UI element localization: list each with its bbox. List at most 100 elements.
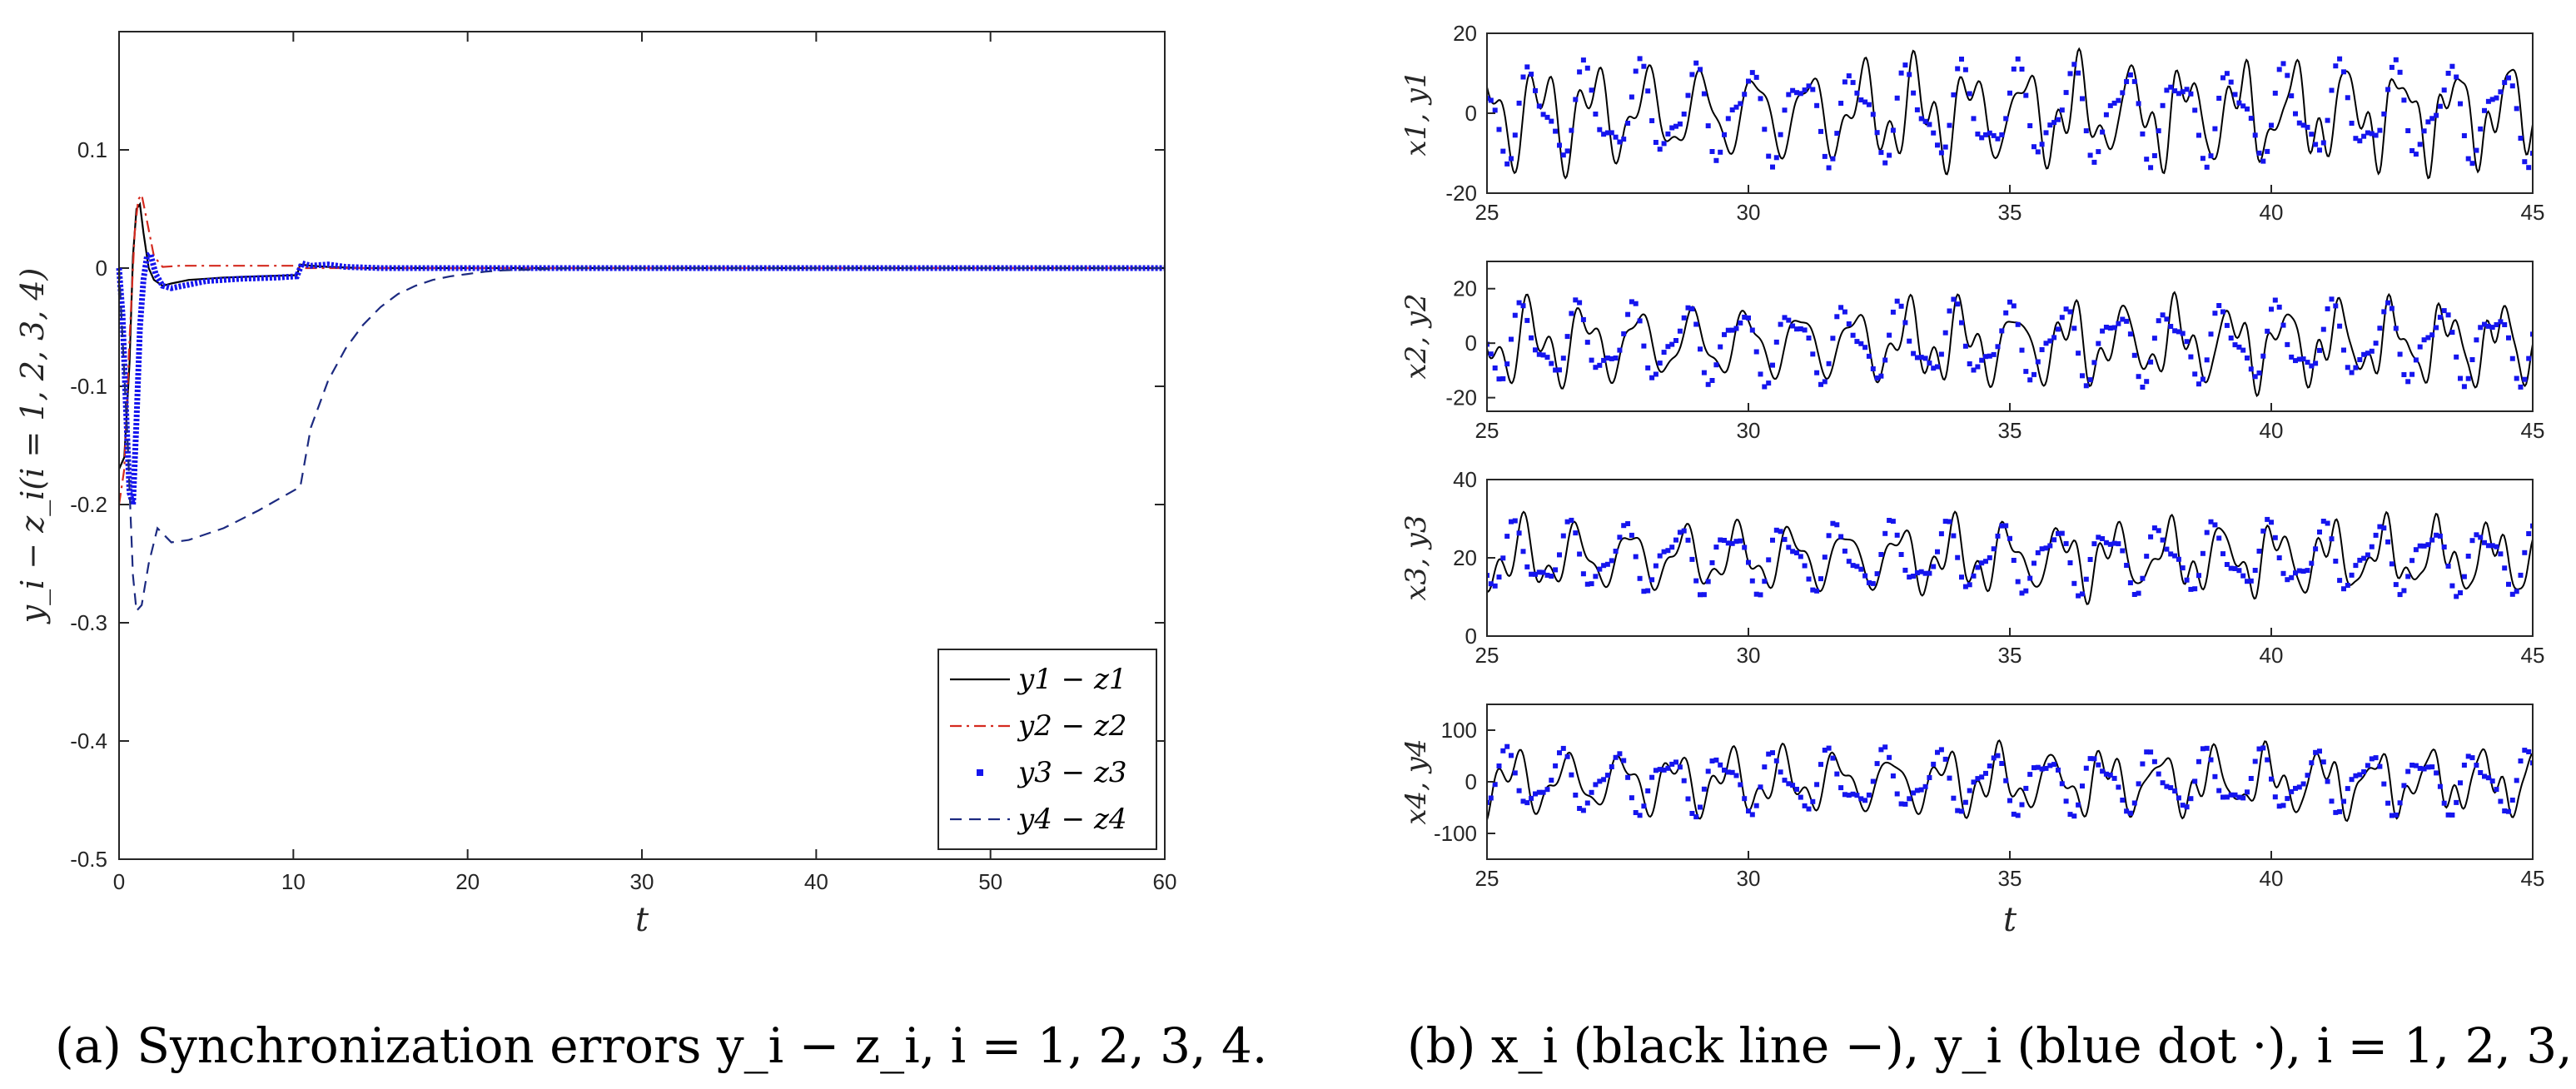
panel-b-y-dot <box>1685 305 1691 311</box>
panel-b-y-dot <box>1738 782 1743 788</box>
panel-b-y-dot <box>1947 122 1952 128</box>
panel-b-y-dot <box>1496 376 1502 382</box>
panel-b-y-dot <box>1962 67 1968 72</box>
panel-a-legend-label: y2 − z2 <box>1017 709 1127 743</box>
panel-b-y-dot <box>1645 365 1651 370</box>
panel-b-y-dot <box>1838 534 1844 540</box>
panel-b-chart: 25 30 35 40 45 -20 0 20 x1, y1 25 30 35 40 45 -20 0 20 x2… <box>1400 21 2544 891</box>
panel-b-y-dot <box>1834 131 1840 137</box>
panel-b-y-dot <box>2458 101 2463 107</box>
panel-b-y-dot <box>2337 808 2343 814</box>
panel-b-y-dot <box>1653 140 1658 145</box>
panel-b-y-dot <box>2485 98 2491 104</box>
panel-b-y-dot <box>1492 583 1498 589</box>
panel-b-y-dot <box>1560 356 1566 361</box>
panel-b-y-dot <box>1500 375 1506 381</box>
panel-a-ticks: 0 10 20 30 40 50 60 -0.5 -0.4 -0.3 -0.2 -0.1 0 0.1 <box>70 32 1176 894</box>
panel-b-y-dot <box>2309 760 2315 766</box>
panel-b-y-dot <box>2051 762 2057 768</box>
panel-b-y-dot <box>2293 785 2298 791</box>
panel-b-y-dot <box>2172 88 2178 94</box>
panel-b-y-dot <box>1629 94 1634 100</box>
panel-b-y-dot <box>2051 120 2057 126</box>
panel-b-y-dot <box>1524 800 1530 806</box>
panel-b-y-dot <box>1544 355 1550 361</box>
panel-b-y-dot <box>2208 331 2214 337</box>
panel-b-y-dot <box>1850 563 1856 569</box>
panel-b-y-dot <box>2144 379 2150 385</box>
panel-b-y-dot <box>1569 772 1574 778</box>
panel-b-y-dot <box>1951 296 1957 302</box>
panel-b-y-dot <box>2469 357 2475 362</box>
panel-b-y-dot <box>1597 566 1603 572</box>
panel-b-y-dot <box>2381 781 2387 787</box>
panel-b-y-dot <box>2526 356 2532 361</box>
panel-b-y-dot <box>1814 588 1820 594</box>
panel-b-y-dot <box>1898 552 1904 557</box>
panel-b-y-dot <box>1661 350 1667 356</box>
panel-b-y-dot <box>1677 328 1683 334</box>
panel-b-ylabel: x2, y2 <box>1400 293 1433 379</box>
panel-b-subplot: 25 30 35 40 45 -20 0 20 x1, y1 <box>1400 21 2544 225</box>
panel-b-y-dot <box>2076 593 2081 599</box>
panel-b-y-dot <box>1773 155 1779 161</box>
panel-b-y-dot <box>1975 364 1981 370</box>
panel-b-y-dot <box>1705 768 1711 774</box>
panel-b-y-dot <box>1818 576 1823 582</box>
panel-b-y-dot <box>2019 67 2025 72</box>
panel-b-y-dot <box>1770 164 1775 170</box>
panel-b-y-dot <box>2232 792 2238 798</box>
panel-b-y-dot <box>2252 758 2258 764</box>
panel-b-y-dot <box>2039 766 2045 772</box>
panel-b-y-dot <box>2518 136 2524 141</box>
panel-b-axes-box <box>1486 261 2534 412</box>
panel-b-xtick-label: 25 <box>1475 866 1499 891</box>
panel-b-y-dot <box>1496 127 1502 132</box>
panel-b-y-dot <box>2051 537 2057 543</box>
panel-b-y-dot <box>2413 152 2419 157</box>
panel-b-y-dot <box>2256 746 2262 752</box>
panel-b-y-dot <box>2522 159 2528 165</box>
panel-b-y-dot <box>1894 532 1900 538</box>
panel-b-y-dot <box>2019 347 2025 353</box>
panel-b-y-dot <box>2087 557 2093 562</box>
panel-b-y-dot <box>1878 552 1884 557</box>
panel-b-y-dot <box>2317 347 2322 353</box>
panel-b-y-dot <box>1962 799 1968 805</box>
panel-b-y-dot <box>1854 90 1860 96</box>
panel-b-y-dot <box>2485 543 2491 549</box>
panel-b-y-dot <box>1850 791 1856 797</box>
panel-b-y-dot <box>1947 308 1952 314</box>
panel-b-y-dot <box>2204 164 2210 170</box>
panel-b-y-dot <box>2096 149 2101 155</box>
panel-b-y-dot <box>1830 755 1836 761</box>
panel-b-y-dot <box>2280 570 2286 576</box>
panel-b-y-dot <box>1593 782 1599 788</box>
panel-b-y-dot <box>1935 749 1940 755</box>
panel-b-y-dot <box>1979 774 1985 780</box>
panel-b-y-dot <box>2096 341 2101 346</box>
panel-b-y-dot <box>2509 356 2515 361</box>
panel-b-y-dot <box>1753 803 1759 808</box>
panel-b-y-dot <box>1637 813 1643 818</box>
panel-b-y-dot <box>1995 533 2001 539</box>
panel-b-y-dot <box>2518 572 2524 578</box>
panel-b-y-dot <box>1577 69 1583 75</box>
panel-b-y-dot <box>1500 148 1506 154</box>
panel-b-y-dot <box>2397 69 2403 75</box>
panel-b-y-dot <box>2317 530 2322 535</box>
panel-b-y-dot <box>1681 112 1687 117</box>
panel-b-y-dot <box>2449 583 2455 589</box>
panel-b-y-dot <box>1858 566 1864 572</box>
panel-b-y-dot <box>2245 356 2250 361</box>
panel-b-y-dot <box>1979 560 1985 566</box>
panel-b-y-dot <box>2019 590 2025 596</box>
panel-b-y-dot <box>1733 773 1739 778</box>
panel-b-y-dot <box>2514 589 2519 594</box>
panel-b-y-dot <box>2498 798 2504 804</box>
panel-b-x-line <box>1487 291 2533 398</box>
panel-b-y-dot <box>2345 786 2350 792</box>
panel-b-y-dot <box>1810 87 1816 92</box>
panel-b-ytick-label: -20 <box>1445 385 1477 410</box>
panel-b-y-dot <box>2224 562 2230 567</box>
